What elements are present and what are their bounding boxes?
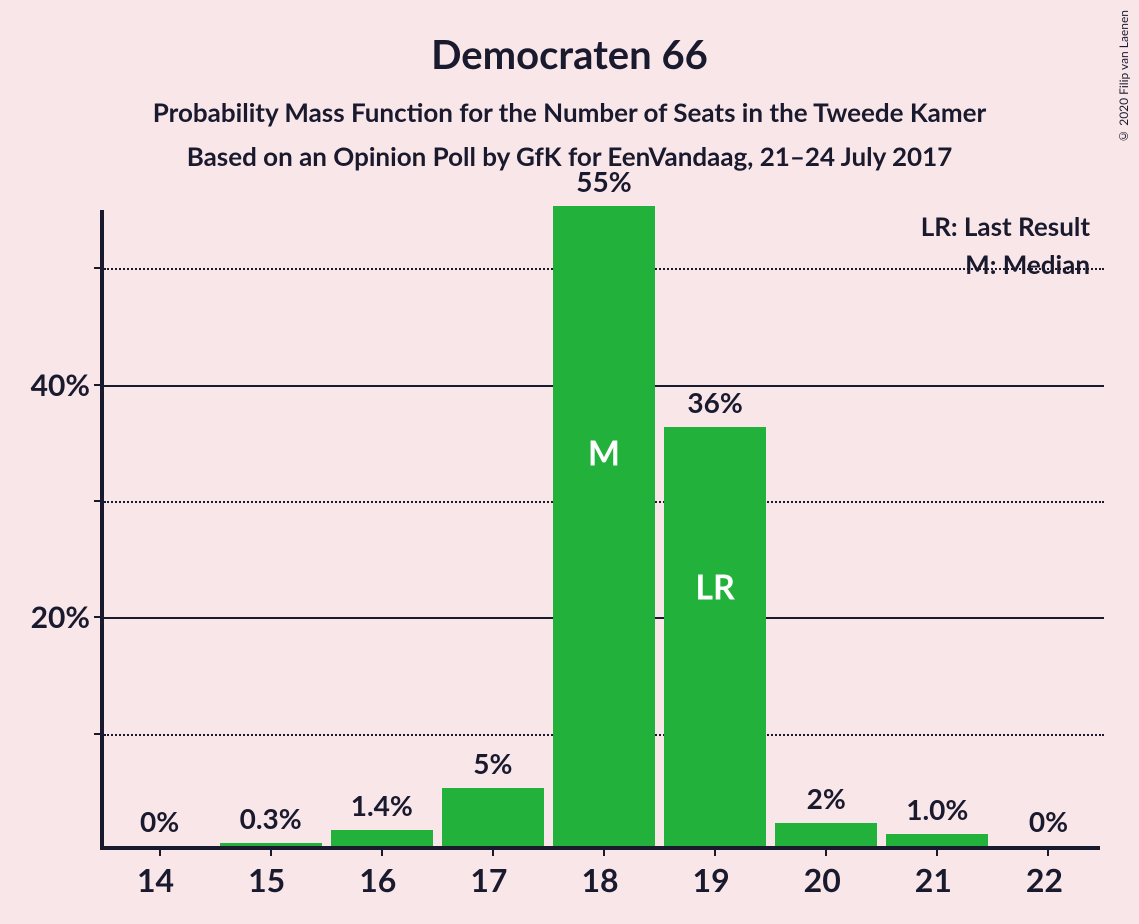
bar bbox=[664, 427, 766, 846]
bar bbox=[553, 206, 655, 846]
y-tick-label: 40% bbox=[0, 367, 90, 403]
y-tick-mark bbox=[94, 616, 104, 618]
bar bbox=[442, 788, 544, 846]
bar-value-label: 0% bbox=[1029, 804, 1068, 838]
bar-value-label: 1.4% bbox=[351, 788, 413, 822]
bar-value-label: 36% bbox=[687, 385, 742, 419]
bar bbox=[775, 823, 877, 846]
x-tick-label: 22 bbox=[1026, 860, 1063, 899]
y-tick-mark bbox=[94, 733, 104, 735]
bar bbox=[331, 830, 433, 846]
chart-title: Democraten 66 bbox=[0, 0, 1139, 78]
chart-area: 0%0.3%1.4%5%55%M36%LR2%1.0%0% LR: Last R… bbox=[100, 210, 1100, 850]
y-tick-mark bbox=[94, 267, 104, 269]
legend: LR: Last Result M: Median bbox=[921, 210, 1090, 286]
bar bbox=[886, 834, 988, 846]
y-tick-label: 20% bbox=[0, 599, 90, 635]
copyright-label: © 2020 Filip van Laenen bbox=[1116, 10, 1131, 144]
x-tick-mark bbox=[381, 846, 383, 856]
bar-value-label: 55% bbox=[576, 164, 631, 198]
x-tick-label: 21 bbox=[915, 860, 952, 899]
x-tick-label: 17 bbox=[470, 860, 507, 899]
chart-subtitle-1: Probability Mass Function for the Number… bbox=[0, 96, 1139, 128]
legend-m: M: Median bbox=[921, 248, 1090, 280]
plot-region: 0%0.3%1.4%5%55%M36%LR2%1.0%0% bbox=[100, 210, 1100, 850]
x-tick-mark bbox=[159, 846, 161, 856]
x-tick-mark bbox=[603, 846, 605, 856]
x-tick-mark bbox=[492, 846, 494, 856]
x-tick-mark bbox=[936, 846, 938, 856]
legend-lr: LR: Last Result bbox=[921, 210, 1090, 242]
x-tick-label: 18 bbox=[581, 860, 618, 899]
x-tick-label: 14 bbox=[137, 860, 174, 899]
x-tick-label: 16 bbox=[359, 860, 396, 899]
bar-value-label: 1.0% bbox=[906, 792, 968, 826]
bar-value-label: 5% bbox=[473, 746, 512, 780]
x-tick-mark bbox=[270, 846, 272, 856]
bar-marker-label: LR bbox=[695, 567, 735, 608]
y-tick-mark bbox=[94, 384, 104, 386]
x-tick-mark bbox=[1047, 846, 1049, 856]
x-tick-mark bbox=[714, 846, 716, 856]
bar-marker-label: M bbox=[588, 433, 620, 474]
chart-subtitle-2: Based on an Opinion Poll by GfK for EenV… bbox=[0, 140, 1139, 172]
x-tick-label: 20 bbox=[804, 860, 841, 899]
y-tick-mark bbox=[94, 500, 104, 502]
x-tick-label: 19 bbox=[693, 860, 730, 899]
bar-value-label: 2% bbox=[807, 781, 846, 815]
x-tick-mark bbox=[825, 846, 827, 856]
bar-value-label: 0% bbox=[140, 804, 179, 838]
bar-value-label: 0.3% bbox=[240, 801, 302, 835]
x-tick-label: 15 bbox=[248, 860, 285, 899]
